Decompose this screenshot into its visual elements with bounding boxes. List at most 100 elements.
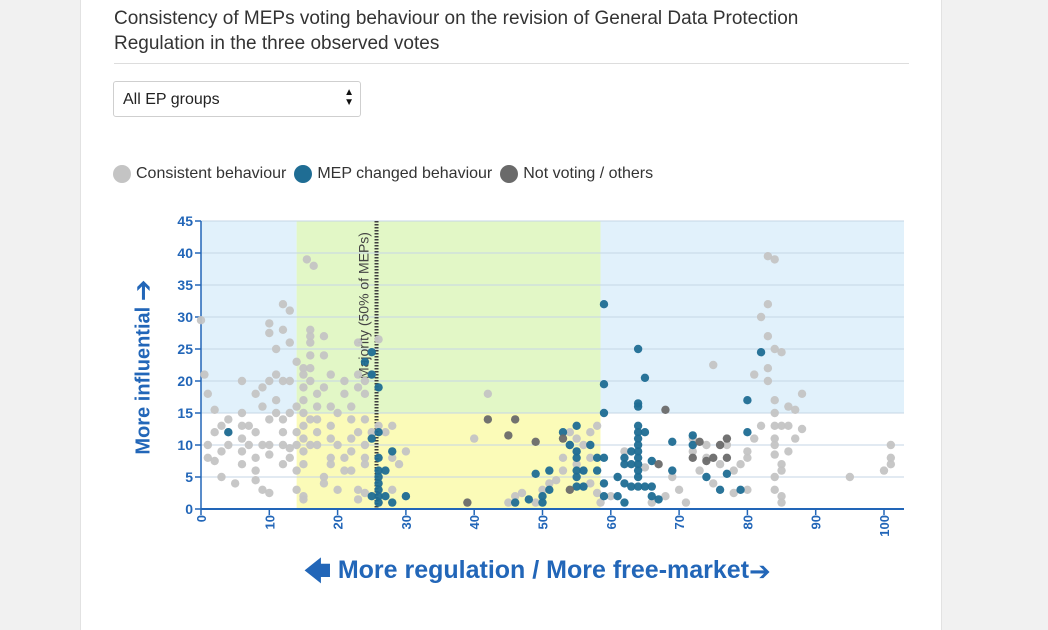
point-consistent-156 [586,479,595,488]
point-consistent-49 [258,485,267,494]
point-changed-59 [633,428,643,437]
point-consistent-36 [285,444,294,453]
point-consistent-194 [763,364,773,373]
point-changed-62 [633,447,643,456]
point-consistent-106 [347,402,356,411]
point-consistent-214 [797,424,807,434]
point-changed-65 [633,466,643,475]
point-changed-64 [633,460,643,469]
point-changed-7 [374,453,383,462]
point-consistent-9 [224,440,233,450]
point-consistent-112 [353,383,363,392]
legend-item-not-voting[interactable]: Not voting / others [500,165,653,183]
point-consistent-52 [285,338,294,347]
series-consistent [196,252,896,507]
point-changed-9 [374,472,383,482]
legend-dot-changed-icon [294,165,313,183]
point-changed-38 [592,453,602,462]
point-not_voting-15 [722,453,732,462]
point-changed-70 [640,482,650,491]
point-changed-35 [579,466,588,475]
point-changed-15 [381,492,390,501]
point-consistent-3 [210,405,219,414]
point-consistent-65 [292,402,301,411]
point-consistent-67 [292,440,301,450]
x-tick-label-30: 30 [399,515,414,529]
point-consistent-218 [886,460,896,469]
point-consistent-190 [763,300,773,309]
point-consistent-115 [360,389,370,398]
point-consistent-42 [265,319,274,328]
x-axis-label-text: More regulation / More free-market [337,556,750,584]
point-changed-74 [654,495,663,504]
point-consistent-117 [360,440,370,450]
point-consistent-177 [722,440,732,450]
point-consistent-14 [237,421,247,430]
point-consistent-55 [299,370,308,379]
point-consistent-2 [203,389,213,398]
point-consistent-183 [743,485,752,494]
point-consistent-135 [483,389,493,398]
point-changed-17 [388,498,397,507]
point-consistent-167 [674,485,684,494]
point-consistent-12 [217,447,226,456]
point-consistent-144 [558,453,568,462]
legend-item-consistent[interactable]: Consistent behaviour [113,165,286,183]
point-consistent-198 [770,421,779,430]
point-consistent-142 [545,479,554,488]
point-consistent-187 [756,312,766,322]
point-consistent-88 [319,332,329,341]
point-consistent-80 [306,351,315,360]
ep-group-select-value: All EP groups [123,91,220,108]
point-consistent-95 [326,453,335,462]
point-consistent-116 [360,415,370,424]
point-consistent-35 [285,453,294,462]
x-tick-label-0: 0 [194,515,209,522]
point-consistent-204 [777,466,786,475]
point-consistent-63 [306,415,315,424]
point-consistent-25 [237,376,247,386]
point-consistent-58 [299,408,308,418]
point-consistent-83 [312,389,322,398]
point-consistent-15 [237,434,247,443]
point-changed-39 [592,466,602,475]
point-consistent-103 [333,485,342,494]
point-consistent-66 [292,428,301,437]
point-consistent-139 [517,488,527,498]
legend-item-changed[interactable]: MEP changed behaviour [294,165,492,183]
x-tick-label-40: 40 [467,515,482,529]
point-changed-13 [374,498,383,507]
point-changed-36 [579,482,588,491]
point-changed-3 [367,370,376,379]
point-changed-26 [545,485,554,494]
ep-group-select[interactable]: All EP groups ▲ ▼ [113,81,361,117]
point-consistent-29 [265,376,274,386]
y-tick-label-45: 45 [177,213,193,229]
point-consistent-114 [360,376,370,386]
point-consistent-175 [709,360,718,370]
point-consistent-23 [217,472,226,482]
point-changed-24 [531,469,540,478]
point-changed-32 [572,466,581,475]
arrow-right-icon: ➔ [127,279,158,302]
point-consistent-91 [326,370,335,379]
point-consistent-151 [579,440,588,450]
point-consistent-8 [210,456,219,466]
y-tick-label-0: 0 [185,501,193,517]
point-consistent-165 [661,492,670,501]
point-changed-16 [388,447,397,456]
point-consistent-211 [784,447,793,456]
point-consistent-41 [265,450,274,459]
point-not_voting-14 [722,434,732,443]
scatter-plot: 0 5 10 15 20 25 30 35 40 45 0 10 20 30 40 50 60 70 80 90 100… [177,213,904,537]
x-axis-label: 🡄 More regulation / More free-market➔ [304,553,771,597]
point-consistent-201 [770,440,779,450]
point-changed-12 [374,492,383,501]
point-consistent-147 [565,428,575,437]
point-consistent-150 [572,460,581,469]
point-changed-79 [702,472,711,482]
point-consistent-128 [381,428,390,437]
point-not_voting-0 [463,498,472,507]
y-tick-label-40: 40 [177,245,193,261]
point-changed-33 [572,472,581,482]
